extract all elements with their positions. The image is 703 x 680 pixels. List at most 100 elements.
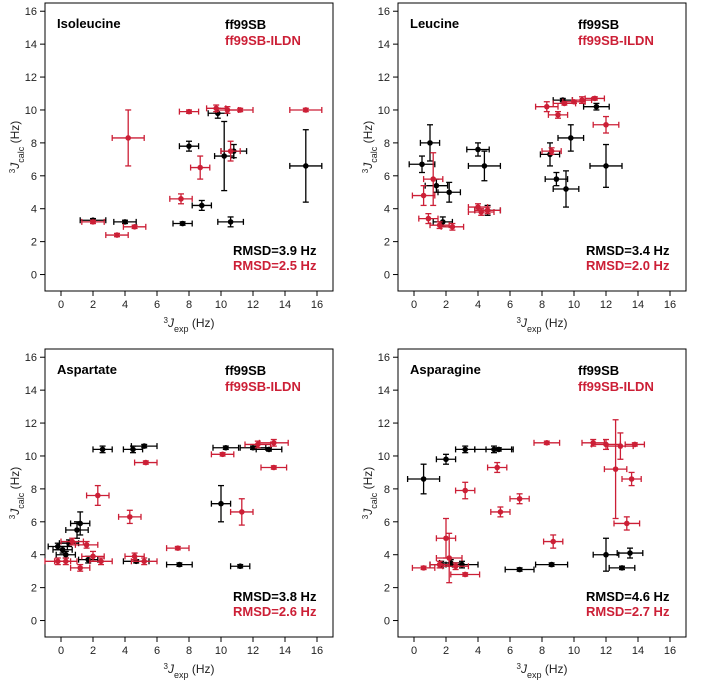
- x-axis-label-symbol: J: [520, 662, 528, 676]
- y-tick-label: 0: [31, 616, 37, 628]
- y-tick-label: 16: [25, 6, 37, 18]
- data-point: [176, 561, 183, 568]
- data-point: [63, 558, 69, 565]
- data-point: [127, 514, 133, 520]
- panel-title: Asparagine: [410, 362, 481, 377]
- y-axis-label-sub: calc: [369, 492, 379, 509]
- data-point: [420, 476, 427, 482]
- y-tick-label: 6: [31, 517, 37, 529]
- y-tick-label: 12: [25, 72, 37, 84]
- series-ff99sb-ildn: [411, 419, 646, 584]
- y-tick-label: 10: [25, 451, 37, 463]
- y-tick-label: 14: [25, 385, 37, 397]
- legend-entry: ff99SB: [225, 17, 266, 32]
- legend-entry: ff99SB-ILDN: [225, 33, 301, 48]
- y-tick-label: 4: [31, 204, 37, 216]
- y-axis-label-unit: (Hz): [8, 467, 22, 493]
- y-tick-label: 0: [31, 270, 37, 282]
- data-point: [303, 107, 309, 113]
- x-axis-label-unit: (Hz): [541, 662, 567, 676]
- data-point: [563, 186, 569, 192]
- y-axis-label-sub: calc: [16, 492, 26, 509]
- data-point: [617, 443, 624, 449]
- series-ff99sb: [408, 97, 623, 228]
- y-axis-label-sup: 3: [8, 514, 17, 519]
- data-point: [449, 224, 456, 230]
- data-point: [303, 163, 309, 169]
- y-tick-label: 2: [31, 583, 37, 595]
- x-axis-label-sub: exp: [527, 670, 542, 680]
- rmsd-label: RMSD=3.8 Hz: [233, 589, 317, 604]
- data-point: [619, 565, 625, 571]
- data-point: [568, 135, 574, 141]
- data-point: [69, 538, 75, 545]
- data-point: [443, 456, 449, 463]
- y-tick-label: 14: [378, 385, 390, 397]
- data-point: [550, 538, 556, 545]
- rmsd-label: RMSD=4.6 Hz: [586, 589, 670, 604]
- series-ff99sb-ildn: [44, 438, 289, 572]
- data-point: [496, 446, 502, 453]
- y-axis-label-symbol: J: [8, 508, 22, 516]
- x-tick-label: 4: [122, 645, 128, 657]
- y-tick-label: 8: [31, 138, 37, 150]
- data-point: [175, 545, 181, 551]
- x-axis-label: 3Jexp (Hz): [164, 662, 215, 680]
- data-point: [219, 451, 226, 458]
- x-axis-label-sub: exp: [174, 670, 189, 680]
- x-tick-label: 16: [664, 645, 676, 657]
- data-point: [420, 565, 427, 571]
- y-axis-label: 3Jcalc (Hz): [361, 467, 380, 519]
- rmsd-label: RMSD=2.6 Hz: [233, 604, 317, 619]
- data-point: [544, 103, 550, 110]
- data-point: [516, 566, 523, 573]
- x-axis-label-sub: exp: [174, 324, 189, 334]
- data-point: [593, 103, 600, 110]
- x-axis-label-sup: 3: [517, 662, 522, 671]
- rmsd-label: RMSD=2.5 Hz: [233, 258, 317, 273]
- x-axis-label: 3Jexp (Hz): [517, 316, 568, 335]
- x-tick-label: 16: [311, 299, 323, 311]
- panel-title: Aspartate: [57, 362, 117, 377]
- y-axis-label-sup: 3: [361, 514, 370, 519]
- data-point: [239, 509, 245, 515]
- x-tick-label: 14: [279, 299, 291, 311]
- y-axis-label-unit: (Hz): [361, 121, 375, 147]
- y-axis-label-sup: 3: [8, 168, 17, 173]
- data-point: [419, 161, 425, 168]
- panel-title: Isoleucine: [57, 16, 121, 31]
- y-tick-label: 6: [384, 517, 390, 529]
- data-point: [74, 527, 80, 533]
- data-point: [462, 487, 469, 494]
- data-point: [250, 444, 256, 451]
- y-tick-label: 8: [384, 484, 390, 496]
- x-tick-label: 12: [600, 299, 612, 311]
- data-point: [221, 153, 227, 159]
- x-axis-label: 3Jexp (Hz): [164, 316, 215, 335]
- x-axis-label-unit: (Hz): [188, 316, 214, 330]
- data-point: [632, 441, 638, 448]
- data-point: [544, 440, 550, 446]
- data-point: [223, 444, 229, 451]
- x-tick-label: 0: [411, 645, 417, 657]
- data-point: [98, 558, 104, 565]
- series-ff99sb-ildn: [411, 95, 620, 231]
- y-tick-label: 12: [378, 72, 390, 84]
- data-point: [420, 192, 427, 199]
- x-tick-label: 12: [247, 645, 259, 657]
- data-point: [186, 108, 192, 115]
- legend-entry: ff99SB: [225, 363, 266, 378]
- x-tick-label: 8: [186, 299, 192, 311]
- data-point: [555, 112, 561, 118]
- legend-entry: ff99SB: [578, 17, 619, 32]
- x-tick-label: 0: [58, 645, 64, 657]
- data-point: [178, 196, 184, 202]
- y-tick-label: 4: [384, 204, 390, 216]
- data-point: [484, 207, 491, 214]
- y-axis-label: 3Jcalc (Hz): [8, 467, 27, 519]
- y-tick-label: 2: [384, 583, 390, 595]
- x-axis-label-symbol: J: [167, 316, 175, 330]
- x-tick-label: 0: [411, 299, 417, 311]
